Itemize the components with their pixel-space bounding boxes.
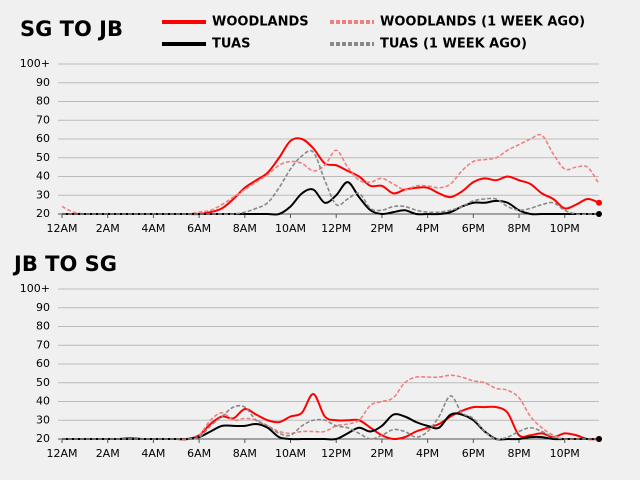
y-tick-label: 90	[36, 301, 50, 314]
y-tick-label: 80	[36, 95, 50, 108]
x-tick-label: 12AM	[46, 447, 77, 460]
x-tick-label: 2AM	[96, 222, 120, 235]
y-tick-label: 100+	[20, 282, 50, 295]
y-tick-label: 90	[36, 76, 50, 89]
line-series	[62, 374, 599, 441]
x-tick-label: 10AM	[275, 222, 306, 235]
line-series	[62, 395, 599, 441]
chart-title: SG TO JB	[20, 17, 123, 41]
y-tick-label: 70	[36, 113, 50, 126]
x-tick-label: 2AM	[96, 447, 120, 460]
x-tick-label: 4PM	[416, 447, 439, 460]
end-marker	[596, 436, 602, 442]
y-tick-label: 40	[36, 395, 50, 408]
x-tick-label: 6AM	[187, 222, 211, 235]
x-tick-label: 10PM	[550, 222, 580, 235]
y-tick-label: 20	[36, 432, 50, 445]
x-tick-label: 12PM	[321, 222, 351, 235]
x-tick-label: 10PM	[550, 447, 580, 460]
x-tick-label: 8AM	[233, 222, 257, 235]
x-tick-label: 6PM	[462, 222, 485, 235]
x-tick-label: 12AM	[46, 222, 77, 235]
end-marker	[596, 199, 602, 206]
x-tick-label: 6PM	[462, 447, 485, 460]
legend-label: WOODLANDS	[212, 15, 309, 30]
legend-label: WOODLANDS (1 WEEK AGO)	[380, 15, 585, 30]
y-tick-label: 20	[36, 207, 50, 220]
x-tick-label: 2PM	[370, 222, 393, 235]
y-tick-label: 30	[36, 188, 50, 201]
y-tick-label: 60	[36, 357, 50, 370]
x-tick-label: 2PM	[370, 447, 393, 460]
line-series	[61, 133, 600, 215]
x-tick-label: 8AM	[233, 447, 257, 460]
y-tick-label: 50	[36, 151, 50, 164]
y-tick-label: 70	[36, 338, 50, 351]
line-series	[62, 393, 600, 441]
y-tick-label: 30	[36, 413, 50, 426]
y-tick-label: 80	[36, 320, 50, 333]
line-series	[62, 149, 599, 216]
legend-label: TUAS	[212, 37, 250, 52]
end-marker	[596, 211, 602, 217]
y-tick-label: 100+	[20, 57, 50, 70]
y-tick-label: 40	[36, 170, 50, 183]
x-tick-label: 4PM	[416, 222, 439, 235]
x-tick-label: 12PM	[321, 447, 351, 460]
x-tick-label: 8PM	[507, 447, 530, 460]
x-tick-label: 4AM	[141, 447, 165, 460]
x-tick-label: 6AM	[187, 447, 211, 460]
x-tick-label: 10AM	[275, 447, 306, 460]
y-tick-label: 60	[36, 132, 50, 145]
x-tick-label: 8PM	[507, 222, 530, 235]
chart-title: JB TO SG	[12, 252, 117, 276]
x-tick-label: 4AM	[141, 222, 165, 235]
legend-label: TUAS (1 WEEK AGO)	[380, 37, 527, 52]
y-tick-label: 50	[36, 376, 50, 389]
